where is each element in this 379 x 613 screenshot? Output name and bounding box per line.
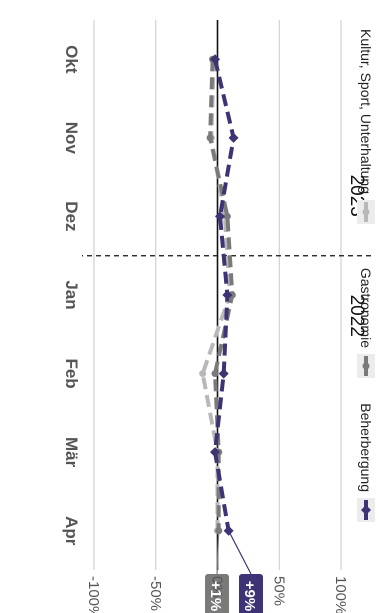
year-label: 2022 [346, 295, 367, 337]
data-point [199, 370, 207, 378]
x-tick-label: Okt [62, 45, 81, 74]
data-point [228, 132, 239, 143]
legend-label: Beherbergung [358, 403, 374, 492]
series-layer [199, 54, 263, 613]
data-point [210, 54, 221, 65]
x-tick-label: Dez [62, 201, 81, 231]
y-tick-label: 50% [270, 576, 287, 606]
end-label: +1% [207, 581, 224, 611]
end-label-badge [239, 574, 263, 613]
rotated-labels: 100% 50% 0% -50% -100% Okt Nov Dez Jan Feb Mär Apr 2… [62, 45, 367, 613]
grid-lines [82, 20, 371, 570]
y-tick-label: -100% [85, 576, 102, 613]
legend-label: Gastronomie [358, 268, 374, 348]
data-point [210, 447, 221, 458]
end-label: +9% [241, 581, 258, 611]
legend-label: Kultur, Sport, Unterhaltung [358, 29, 374, 194]
x-tick-label: Feb [62, 358, 81, 388]
end-label-leader [216, 530, 220, 575]
legend-swatch-marker [361, 505, 371, 515]
legend: Beherbergung Gastronomie Kultur, Sport, Un… [357, 29, 375, 522]
data-point [214, 211, 225, 222]
data-point [222, 290, 233, 300]
legend-swatch-marker [362, 362, 370, 370]
x-tick-label: Jan [62, 280, 81, 309]
x-tick-label: Mär [62, 437, 81, 468]
plot-area: 100% 50% 0% -50% -100% Okt Nov Dez Jan Feb Mär Apr 2… [62, 20, 371, 613]
data-point [218, 368, 229, 379]
legend-item: Gastronomie [357, 268, 375, 378]
legend-swatch-marker [362, 208, 370, 216]
legend-item: Kultur, Sport, Unterhaltung [357, 29, 375, 224]
data-point [211, 370, 219, 378]
y-tick-label: -50% [147, 576, 164, 611]
end-label-badge [205, 574, 229, 613]
data-point [206, 134, 214, 142]
y-tick-label: 0% [209, 576, 226, 598]
legend-item: Beherbergung [357, 403, 375, 522]
data-point [223, 212, 231, 220]
x-tick-label: Apr [62, 516, 81, 546]
y-tick-label: 100% [332, 576, 349, 613]
end-label-leader [228, 530, 252, 575]
x-tick-label: Nov [62, 122, 81, 155]
